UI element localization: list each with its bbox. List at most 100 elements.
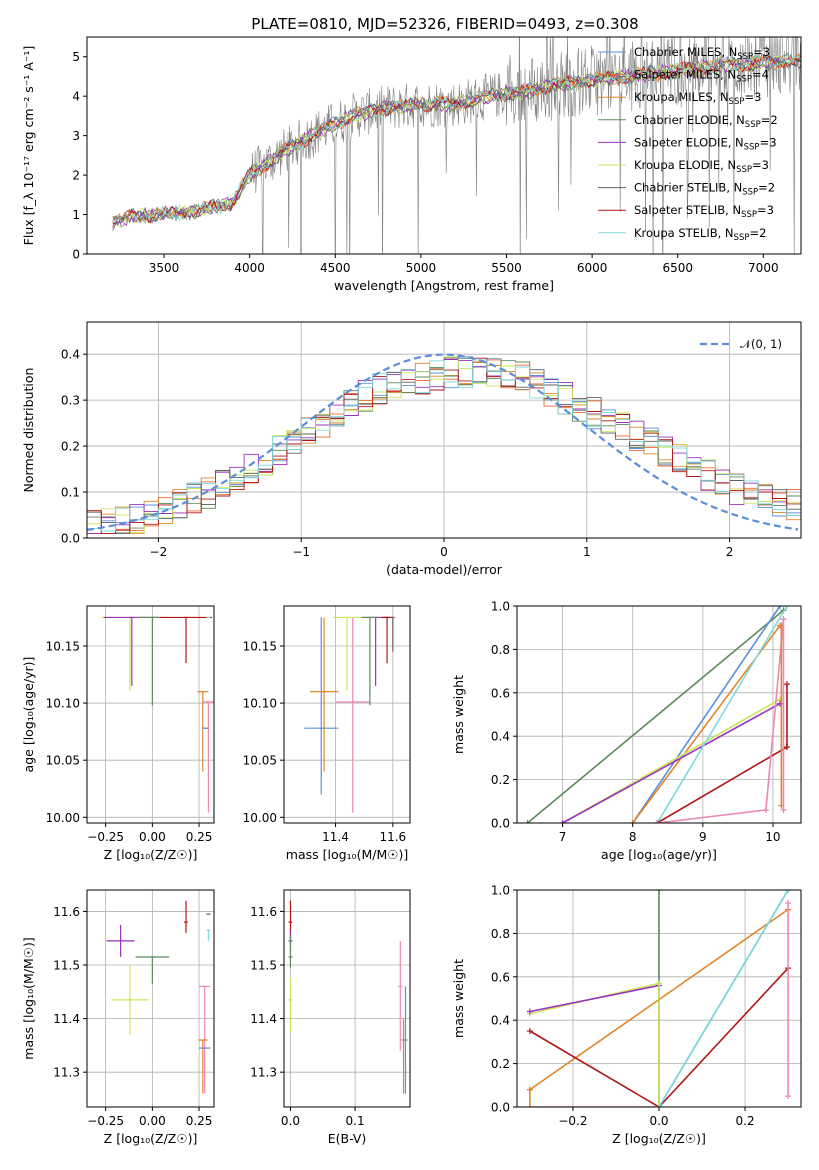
y-tick-label: 0.1 xyxy=(61,486,80,500)
weight-marker xyxy=(526,1028,533,1035)
plot-area xyxy=(112,37,801,254)
legend-label: Chabrier ELODIE, NSSP=2 xyxy=(634,113,778,130)
y-tick-label: 10.15 xyxy=(46,639,80,653)
y-tick-label: 1 xyxy=(72,208,80,222)
y-tick-label: 10.00 xyxy=(46,811,80,825)
y-axis-label: age [log₁₀(age/yr)] xyxy=(21,657,36,773)
y-tick-label: 11.4 xyxy=(250,1012,277,1026)
spectrum-model-line xyxy=(112,54,801,225)
weight-line xyxy=(529,984,660,1013)
x-axis-label: Z [log₁₀(Z/Z☉)] xyxy=(104,847,198,862)
y-tick-label: 1.0 xyxy=(491,600,510,614)
x-tick-label: 1 xyxy=(583,545,591,559)
plot-area xyxy=(106,900,211,1094)
weight-line xyxy=(526,609,785,823)
y-tick-label: 2 xyxy=(72,169,80,183)
y-tick-label: 10.10 xyxy=(46,697,80,711)
weight-line xyxy=(562,702,781,823)
weight-marker xyxy=(526,1008,533,1015)
x-tick-label: 6500 xyxy=(662,261,693,275)
y-tick-label: 0.8 xyxy=(491,927,510,941)
y-axis-label: Normed distribution xyxy=(21,368,36,493)
legend-label: Salpeter ELODIE, NSSP=3 xyxy=(634,135,777,152)
plot-area xyxy=(524,606,790,823)
x-axis-label: (data-model)/error xyxy=(386,562,503,577)
y-tick-label: 0.2 xyxy=(491,773,510,787)
weight-line xyxy=(529,967,789,1107)
y-tick-label: 0.4 xyxy=(491,730,510,744)
weight-marker xyxy=(656,1104,662,1107)
y-tick-label: 10.15 xyxy=(243,639,277,653)
x-tick-label: −1 xyxy=(292,545,310,559)
spectrum-model-line xyxy=(112,52,801,223)
legend-label: 𝒩(0, 1) xyxy=(740,337,782,351)
x-tick-label: 0.0 xyxy=(281,1114,300,1128)
massweight-vs-Z-chart: −0.2 0.0 0.2 0.0 0.2 0.4 0.6 0.8 1.0 Z [log₁₀(Z/Z… xyxy=(451,884,802,1146)
age-vs-mass-chart: 11.4 11.6 10.00 10.05 10.10 10.15 mass [log₁₀(… xyxy=(243,605,411,862)
legend-label: Chabrier MILES, NSSP=3 xyxy=(634,45,770,62)
weight-line xyxy=(656,746,788,823)
x-tick-label: 5000 xyxy=(406,261,437,275)
weight-marker xyxy=(559,820,566,823)
x-tick-label: −0.2 xyxy=(558,1114,587,1128)
x-tick-label: 8 xyxy=(629,830,637,844)
weight-line xyxy=(658,890,789,1107)
axes-frame xyxy=(86,36,802,255)
mass-vs-ebv-chart: 0.0 0.1 11.3 11.4 11.5 11.6 E(B-V) xyxy=(250,889,411,1146)
plot-area xyxy=(288,900,408,1094)
legend-label: Kroupa MILES, NSSP=3 xyxy=(634,90,761,107)
x-axis-label: Z [log₁₀(Z/Z☉)] xyxy=(104,1131,198,1146)
x-tick-label: 11.6 xyxy=(379,830,406,844)
weight-marker xyxy=(762,806,769,813)
y-tick-label: 10.10 xyxy=(243,697,277,711)
legend-label: Salpeter MILES, NSSP=4 xyxy=(634,68,769,85)
x-axis-label: mass [log₁₀(M/M☉)] xyxy=(286,847,408,862)
x-tick-label: 5500 xyxy=(491,261,522,275)
x-tick-label: 0.1 xyxy=(346,1114,365,1128)
plot-area xyxy=(87,353,801,534)
weight-marker xyxy=(783,606,790,609)
x-tick-label: 2 xyxy=(726,545,734,559)
y-tick-label: 0.4 xyxy=(491,1014,510,1028)
weight-marker xyxy=(526,1104,533,1107)
y-axis-label: mass weight xyxy=(451,675,466,754)
y-tick-label: 0.0 xyxy=(491,817,510,831)
x-tick-label: 10 xyxy=(765,830,780,844)
y-tick-label: 1.0 xyxy=(491,884,510,898)
figure-title: PLATE=0810, MJD=52326, FIBERID=0493, z=0… xyxy=(251,15,638,33)
y-tick-label: 11.6 xyxy=(250,905,277,919)
y-tick-label: 11.3 xyxy=(250,1066,277,1080)
weight-marker xyxy=(785,900,792,907)
spectrum-chart: 3500 4000 4500 5000 5500 6000 6500 7000 0 1 2 3 4 5 wa… xyxy=(21,36,802,293)
x-tick-label: 3500 xyxy=(149,261,180,275)
y-tick-label: 3 xyxy=(72,129,80,143)
spectrum-model-line xyxy=(112,53,801,225)
y-tick-label: 0.0 xyxy=(61,532,80,546)
x-tick-label: 4500 xyxy=(320,261,351,275)
weight-marker xyxy=(783,744,790,751)
weight-marker xyxy=(656,890,662,893)
y-tick-label: 10.05 xyxy=(243,754,277,768)
legend-label: Kroupa STELIB, NSSP=2 xyxy=(634,226,766,243)
age-vs-Z-chart: −0.25 0.00 0.25 10.00 10.05 10.10 10.15 Z [log₁… xyxy=(21,605,215,862)
weight-marker xyxy=(776,606,783,609)
weight-marker xyxy=(780,616,787,623)
y-tick-label: 11.6 xyxy=(53,905,80,919)
y-tick-label: 11.5 xyxy=(53,959,80,973)
y-tick-label: 10.00 xyxy=(243,811,277,825)
y-axis-label: mass [log₁₀(M/M☉)] xyxy=(21,937,36,1059)
axes-frame xyxy=(516,605,802,824)
residuals-chart: −2 −1 0 1 2 0.0 0.1 0.2 0.3 0.4 (data-model)/error… xyxy=(21,321,802,577)
x-tick-label: 0.25 xyxy=(186,830,213,844)
x-tick-label: 7000 xyxy=(748,261,779,275)
massweight-vs-age-chart: 7 8 9 10 0.0 0.2 0.4 0.6 0.8 1.0 age [log₁₀(age/yr… xyxy=(451,600,802,862)
x-axis-label: Z [log₁₀(Z/Z☉)] xyxy=(612,1131,706,1146)
y-axis-label: Flux [f_λ 10⁻¹⁷ erg cm⁻² s⁻¹ A⁻¹] xyxy=(21,46,36,246)
x-axis-label: wavelength [Angstrom, rest frame] xyxy=(334,278,554,293)
x-tick-label: 0.2 xyxy=(736,1114,755,1128)
weight-marker xyxy=(780,806,787,813)
y-tick-label: 0.0 xyxy=(491,1101,510,1115)
y-tick-label: 11.3 xyxy=(53,1066,80,1080)
y-tick-label: 10.05 xyxy=(46,754,80,768)
